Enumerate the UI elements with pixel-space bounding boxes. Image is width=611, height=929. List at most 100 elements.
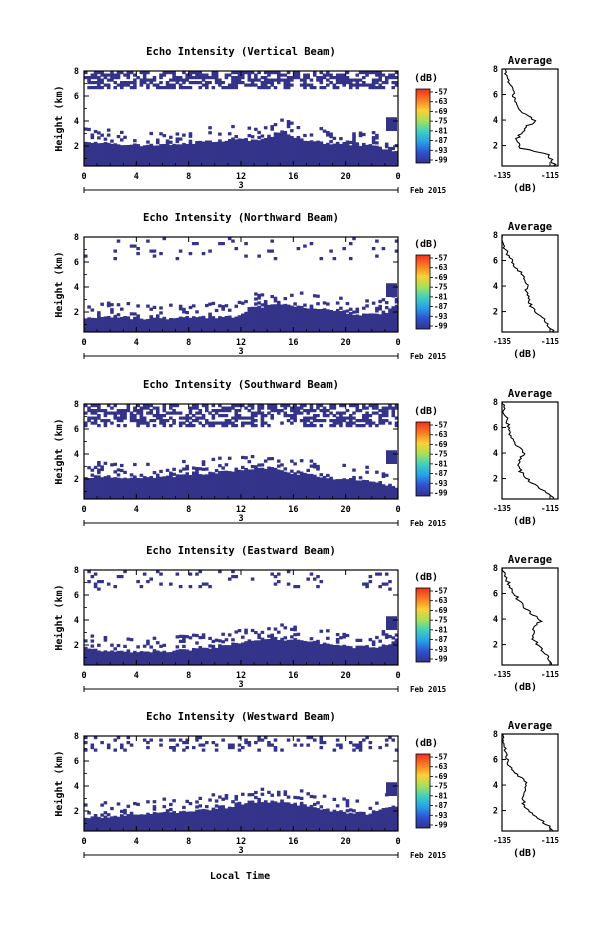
upper-echo-cell xyxy=(185,746,189,750)
upper-echo-cell xyxy=(303,409,307,413)
upper-echo-cell xyxy=(162,237,167,241)
upper-echo-cell xyxy=(348,424,353,428)
echo-cell xyxy=(103,461,108,465)
upper-echo-cell xyxy=(146,406,150,410)
upper-echo-cell xyxy=(352,748,356,752)
upper-echo-cell xyxy=(355,81,360,85)
upper-echo-cell xyxy=(237,81,242,85)
echo-cell xyxy=(172,472,176,476)
upper-echo-cell xyxy=(106,411,111,415)
echo-cell xyxy=(270,125,275,129)
upper-echo-cell xyxy=(391,409,396,413)
upper-echo-cell xyxy=(214,421,219,425)
upper-echo-cell xyxy=(329,73,333,77)
colorbar-tick-label: -57 xyxy=(434,421,448,430)
low-layer-cell xyxy=(87,477,91,499)
echo-cell xyxy=(185,635,189,639)
low-layer-cell xyxy=(188,144,193,166)
echo-cell xyxy=(133,650,137,654)
upper-echo-cell xyxy=(211,424,216,428)
low-layer-cell xyxy=(100,817,105,831)
echo-cell xyxy=(133,475,137,479)
echo-cell xyxy=(93,465,98,470)
low-layer-cell xyxy=(87,142,91,166)
upper-echo-cell xyxy=(293,406,297,410)
upper-echo-cell xyxy=(290,414,294,418)
upper-echo-cell xyxy=(270,743,275,747)
upper-echo-cell xyxy=(339,73,343,77)
echo-cell xyxy=(355,310,360,314)
upper-echo-cell xyxy=(237,736,242,740)
upper-echo-cell xyxy=(299,404,304,408)
average-x-label: (dB) xyxy=(513,349,537,360)
upper-echo-cell xyxy=(244,416,248,420)
upper-echo-cell xyxy=(303,83,307,87)
upper-echo-cell xyxy=(231,83,235,87)
low-layer-cell xyxy=(306,641,311,665)
low-layer-cell xyxy=(84,817,88,831)
upper-echo-cell xyxy=(129,71,134,75)
upper-echo-cell xyxy=(152,78,157,82)
echo-cell xyxy=(352,310,356,314)
low-layer-cell xyxy=(335,811,340,831)
upper-echo-cell xyxy=(312,414,317,418)
upper-echo-cell xyxy=(188,421,193,425)
echo-cell xyxy=(270,294,275,299)
low-layer-cell xyxy=(231,807,235,831)
upper-echo-cell xyxy=(260,76,265,80)
upper-echo-cell xyxy=(201,424,206,428)
upper-echo-cell xyxy=(260,421,265,425)
low-layer-cell xyxy=(214,473,219,499)
low-layer-cell xyxy=(260,637,265,665)
echo-cell xyxy=(368,638,373,642)
upper-echo-cell xyxy=(355,419,360,423)
upper-echo-cell xyxy=(283,406,288,410)
upper-echo-cell xyxy=(381,409,386,413)
upper-echo-cell xyxy=(227,237,232,241)
echo-cell xyxy=(375,141,379,145)
upper-echo-cell xyxy=(172,71,176,75)
upper-echo-cell xyxy=(355,406,360,410)
low-layer-cell xyxy=(149,317,154,332)
upper-echo-cell xyxy=(339,78,343,82)
colorbar-tick-label: -75 xyxy=(434,283,448,292)
upper-echo-cell xyxy=(332,257,337,261)
low-layer-cell xyxy=(267,638,271,665)
echo-cell xyxy=(208,126,212,130)
upper-echo-cell xyxy=(237,743,242,747)
low-layer-cell xyxy=(129,144,134,166)
low-layer-cell xyxy=(283,303,288,332)
echo-cell xyxy=(165,468,170,472)
upper-echo-cell xyxy=(231,78,235,82)
echo-cell xyxy=(293,638,297,642)
upper-echo-cell xyxy=(244,421,248,425)
low-layer-cell xyxy=(335,644,340,665)
low-layer-cell xyxy=(159,144,163,166)
low-layer-cell xyxy=(342,811,347,831)
echo-cell xyxy=(267,137,271,141)
average-y-tick-label: 4 xyxy=(493,116,498,126)
echo-cell xyxy=(293,462,297,466)
colorbar-tick-label: -93 xyxy=(434,479,448,488)
upper-echo-cell xyxy=(195,73,199,77)
upper-echo-cell xyxy=(149,419,153,423)
low-layer-cell xyxy=(273,801,278,831)
upper-echo-cell xyxy=(273,738,278,742)
upper-echo-cell xyxy=(234,419,239,423)
echo-cell xyxy=(250,793,255,797)
upper-echo-cell xyxy=(201,76,206,80)
upper-echo-cell xyxy=(352,743,356,747)
low-layer-cell xyxy=(329,309,333,332)
average-y-tick-label: 8 xyxy=(493,231,498,241)
upper-echo-cell xyxy=(182,81,186,85)
echo-cell xyxy=(348,808,353,812)
echo-cell xyxy=(227,456,232,460)
upper-echo-cell xyxy=(90,86,95,90)
echo-cell xyxy=(345,309,350,313)
echo-cell xyxy=(218,639,222,643)
echo-cell xyxy=(221,797,225,801)
colorbar-tick-label: -75 xyxy=(434,450,448,459)
echo-cell xyxy=(195,469,199,473)
upper-echo-cell xyxy=(165,71,170,75)
echo-cell xyxy=(345,140,350,144)
